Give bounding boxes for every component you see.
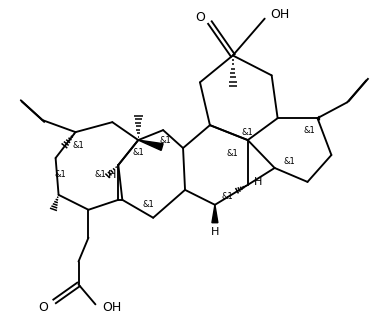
Text: &1: &1 [73,141,84,150]
Text: &1: &1 [284,158,295,167]
Text: &1: &1 [55,170,66,179]
Text: &1: &1 [142,200,154,209]
Text: &1: &1 [222,192,234,201]
Text: H: H [211,227,219,237]
Text: O: O [39,301,48,314]
Text: H: H [108,170,116,180]
Text: &1: &1 [159,136,171,145]
Text: &1: &1 [227,149,239,158]
Text: OH: OH [270,8,289,21]
Text: &1: &1 [304,126,315,135]
Polygon shape [317,116,319,120]
Polygon shape [212,205,218,223]
Text: &1: &1 [242,128,254,137]
Text: &1: &1 [132,147,144,157]
Text: O: O [195,11,205,24]
Text: &1: &1 [95,170,106,179]
Polygon shape [138,140,163,150]
Text: OH: OH [103,301,122,314]
Text: H: H [253,177,262,187]
